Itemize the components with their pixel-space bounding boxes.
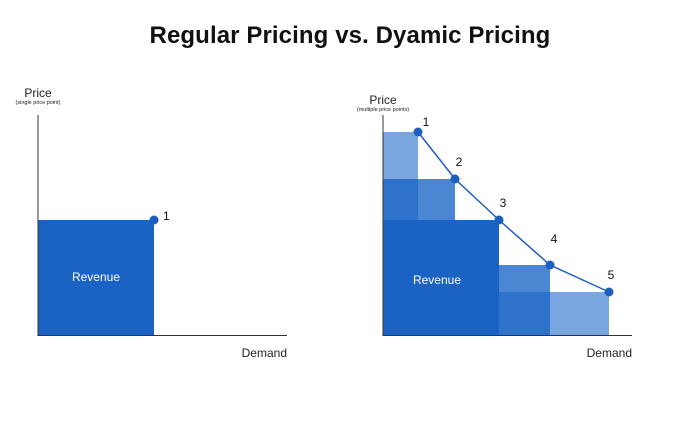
dynamic-block-col1-light	[383, 132, 418, 179]
dynamic-price-point-2-label: 2	[456, 155, 463, 169]
regular-revenue-label: Revenue	[72, 270, 120, 284]
dynamic-pricing-panel: 1 2 3 4 5 Revenue Price (multiple price …	[357, 93, 632, 360]
dynamic-price-point-3-label: 3	[500, 196, 507, 210]
dynamic-revenue-block	[383, 220, 499, 335]
regular-y-axis-subtitle: (single price point)	[16, 100, 61, 106]
dynamic-price-point-5	[604, 287, 614, 297]
dynamic-price-point-1-label: 1	[423, 115, 430, 129]
dynamic-price-point-1	[413, 127, 423, 137]
regular-pricing-panel: 1 Revenue Price (single price point) Dem…	[16, 86, 287, 360]
dynamic-block-col1-mid	[383, 179, 418, 220]
dynamic-x-axis-title: Demand	[587, 346, 632, 360]
dynamic-y-axis-subtitle: (multiple price points)	[357, 107, 409, 113]
dynamic-price-point-4	[545, 260, 555, 270]
regular-revenue-block	[38, 220, 154, 335]
dynamic-revenue-label: Revenue	[413, 273, 461, 287]
dynamic-block-col5-light	[550, 292, 609, 335]
dynamic-price-point-2	[450, 174, 460, 184]
dynamic-price-point-3	[494, 215, 504, 225]
dynamic-block-col2-light	[418, 179, 455, 220]
regular-y-axis-title: Price	[24, 86, 52, 100]
dynamic-block-col4-light	[499, 265, 550, 292]
dynamic-y-axis-title: Price	[369, 93, 397, 107]
dynamic-price-point-4-label: 4	[551, 232, 558, 246]
regular-price-point-1	[149, 215, 159, 225]
diagram-title: Regular Pricing vs. Dyamic Pricing	[149, 22, 551, 49]
regular-x-axis-title: Demand	[242, 346, 287, 360]
dynamic-price-point-5-label: 5	[608, 268, 615, 282]
dynamic-block-col4-mid	[499, 292, 550, 335]
regular-price-point-1-label: 1	[163, 209, 170, 223]
